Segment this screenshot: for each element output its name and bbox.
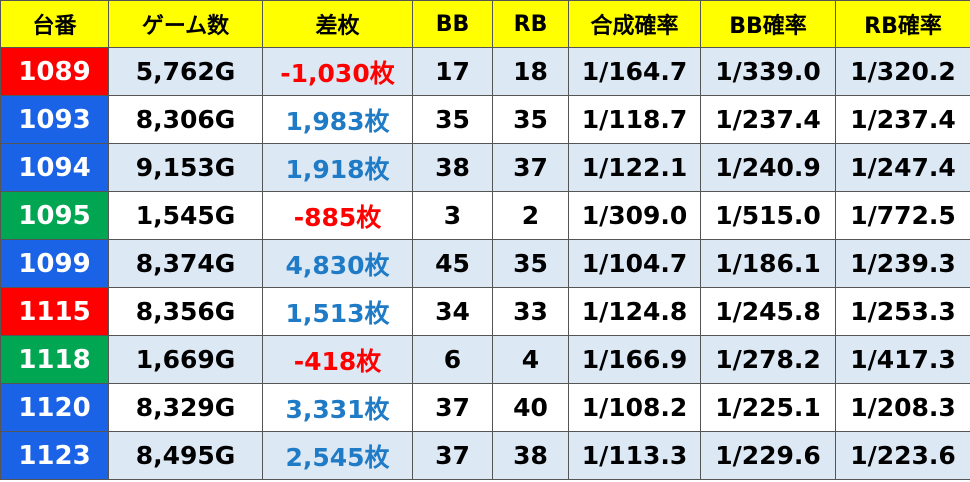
header-cell: BB確率 [700, 0, 836, 48]
table-cell: 8,495G [108, 431, 263, 480]
header-row: 台番 ゲーム数 差枚 BB RB 合成確率 BB確率 RB確率 [0, 0, 970, 48]
table-cell: 1,513枚 [262, 287, 413, 336]
table-cell: 18 [492, 47, 569, 96]
table-cell: 1/253.3 [835, 287, 970, 336]
table-cell: 34 [412, 287, 493, 336]
table-row: 1115 8,356G 1,513枚 34 33 1/124.8 1/245.8 1/253.… [0, 287, 970, 336]
table-cell: 1/223.6 [835, 431, 970, 480]
table-cell: 1/320.2 [835, 47, 970, 96]
table-cell: -885枚 [262, 191, 413, 240]
table-cell: 9,153G [108, 143, 263, 192]
table-row: 1093 8,306G 1,983枚 35 35 1/118.7 1/237.4 1/237.… [0, 95, 970, 144]
table-row: 1095 1,545G -885枚 3 2 1/309.0 1/515.0 1/772.5 [0, 191, 970, 240]
table-cell: 1/225.1 [700, 383, 836, 432]
table-cell: 1/164.7 [568, 47, 701, 96]
table-cell: 5,762G [108, 47, 263, 96]
table-cell: 1/104.7 [568, 239, 701, 288]
table-cell: 1/237.4 [700, 95, 836, 144]
header-cell: 差枚 [262, 0, 413, 48]
table-cell: 2,545枚 [262, 431, 413, 480]
machine-number: 1123 [0, 431, 109, 480]
table-cell: 4 [492, 335, 569, 384]
table-cell: 1/229.6 [700, 431, 836, 480]
table-cell: 1/417.3 [835, 335, 970, 384]
table-cell: 35 [492, 95, 569, 144]
table-cell: 45 [412, 239, 493, 288]
table-cell: 3,331枚 [262, 383, 413, 432]
table-cell: 1/247.4 [835, 143, 970, 192]
table-cell: 1,669G [108, 335, 263, 384]
table-cell: -1,030枚 [262, 47, 413, 96]
table-cell: 1/122.1 [568, 143, 701, 192]
table-cell: 1/113.3 [568, 431, 701, 480]
table-cell: 38 [412, 143, 493, 192]
table-cell: 1/772.5 [835, 191, 970, 240]
table-cell: 8,374G [108, 239, 263, 288]
table-cell: 6 [412, 335, 493, 384]
table-cell: 1/245.8 [700, 287, 836, 336]
header-cell: RB [492, 0, 569, 48]
table-row: 1094 9,153G 1,918枚 38 37 1/122.1 1/240.9 1/247.… [0, 143, 970, 192]
table-cell: 8,306G [108, 95, 263, 144]
table-cell: 1/186.1 [700, 239, 836, 288]
table-cell: 1,918枚 [262, 143, 413, 192]
table-cell: 33 [492, 287, 569, 336]
table-cell: 1/309.0 [568, 191, 701, 240]
table-cell: 1/208.3 [835, 383, 970, 432]
table-cell: 1,983枚 [262, 95, 413, 144]
header-cell: 台番 [0, 0, 109, 48]
table-cell: 1/278.2 [700, 335, 836, 384]
table-row: 1123 8,495G 2,545枚 37 38 1/113.3 1/229.6 1/223.… [0, 431, 970, 480]
table-row: 1118 1,669G -418枚 6 4 1/166.9 1/278.2 1/417.3 [0, 335, 970, 384]
table-cell: 1,545G [108, 191, 263, 240]
table-row: 1089 5,762G -1,030枚 17 18 1/164.7 1/339.0 1/320… [0, 47, 970, 96]
machine-number: 1099 [0, 239, 109, 288]
machine-number: 1089 [0, 47, 109, 96]
table-cell: 1/237.4 [835, 95, 970, 144]
table-cell: 8,356G [108, 287, 263, 336]
table-cell: -418枚 [262, 335, 413, 384]
table-cell: 40 [492, 383, 569, 432]
table-cell: 1/166.9 [568, 335, 701, 384]
table-cell: 1/124.8 [568, 287, 701, 336]
table-cell: 35 [412, 95, 493, 144]
table-body: 1089 5,762G -1,030枚 17 18 1/164.7 1/339.0 1/320… [0, 47, 970, 480]
header-cell: RB確率 [835, 0, 970, 48]
machine-number: 1120 [0, 383, 109, 432]
table-cell: 37 [412, 431, 493, 480]
table-cell: 37 [492, 143, 569, 192]
table-cell: 1/118.7 [568, 95, 701, 144]
table-cell: 17 [412, 47, 493, 96]
table-row: 1120 8,329G 3,331枚 37 40 1/108.2 1/225.1 1/208.… [0, 383, 970, 432]
table-cell: 38 [492, 431, 569, 480]
table-cell: 1/339.0 [700, 47, 836, 96]
machine-number: 1095 [0, 191, 109, 240]
machine-number: 1093 [0, 95, 109, 144]
table-cell: 35 [492, 239, 569, 288]
table-row: 1099 8,374G 4,830枚 45 35 1/104.7 1/186.1 1/239.… [0, 239, 970, 288]
header-cell: 合成確率 [568, 0, 701, 48]
table-cell: 4,830枚 [262, 239, 413, 288]
machine-number: 1115 [0, 287, 109, 336]
table-cell: 1/240.9 [700, 143, 836, 192]
table-cell: 1/239.3 [835, 239, 970, 288]
header-cell: ゲーム数 [108, 0, 263, 48]
table-cell: 1/515.0 [700, 191, 836, 240]
table-cell: 2 [492, 191, 569, 240]
table-cell: 8,329G [108, 383, 263, 432]
machine-number: 1094 [0, 143, 109, 192]
table-cell: 37 [412, 383, 493, 432]
table-cell: 1/108.2 [568, 383, 701, 432]
table-cell: 3 [412, 191, 493, 240]
machine-number: 1118 [0, 335, 109, 384]
header-cell: BB [412, 0, 493, 48]
